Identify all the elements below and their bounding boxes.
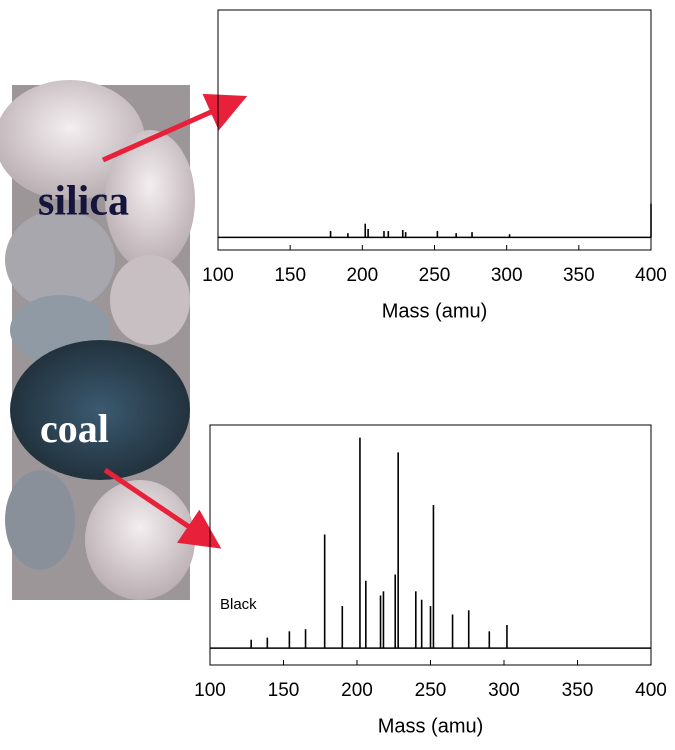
x-axis-title: Mass (amu) — [378, 715, 484, 737]
x-tick-label: 300 — [491, 265, 523, 286]
x-tick-label: 250 — [419, 265, 451, 286]
x-tick-label: 350 — [563, 265, 595, 286]
x-tick-label: 400 — [635, 680, 667, 701]
photo — [0, 80, 195, 600]
x-tick-label: 200 — [346, 265, 378, 286]
x-axis-title: Mass (amu) — [382, 300, 488, 322]
x-tick-label: 250 — [415, 680, 447, 701]
figure: silica coal 100 150 200 250 300 350 400 Mass (a… — [0, 0, 675, 745]
x-tick-label: 100 — [202, 265, 234, 286]
x-tick-label: 400 — [635, 265, 667, 286]
x-tick-label: 350 — [562, 680, 594, 701]
photo-label: silica — [38, 179, 129, 225]
x-tick-label: 150 — [274, 265, 306, 286]
annotation: Black — [220, 596, 257, 613]
x-tick-label: 300 — [488, 680, 520, 701]
photo-label: coal — [40, 406, 109, 451]
x-tick-label: 100 — [194, 680, 226, 701]
x-tick-label: 200 — [341, 680, 373, 701]
plot-frame — [218, 10, 651, 250]
x-tick-label: 150 — [268, 680, 300, 701]
